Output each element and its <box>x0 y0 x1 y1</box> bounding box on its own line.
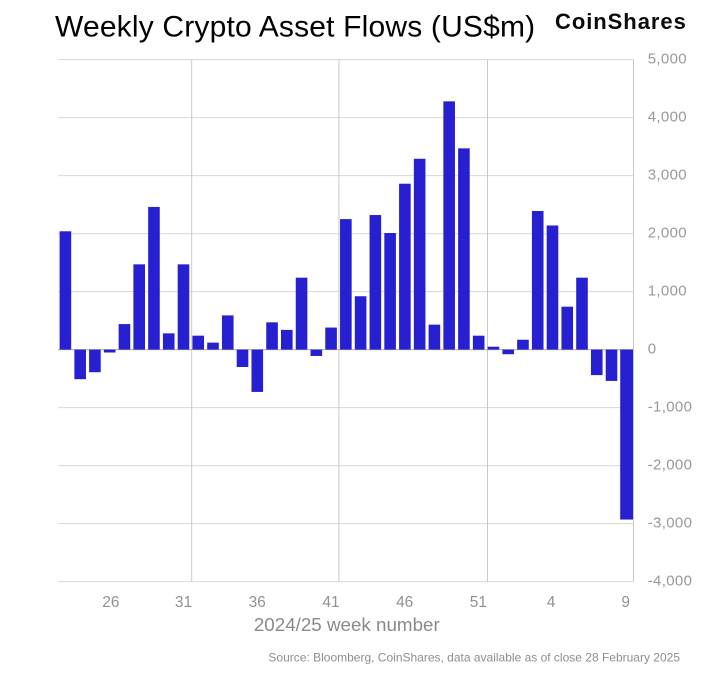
svg-text:51: 51 <box>470 594 487 611</box>
svg-text:2024/25 week number: 2024/25 week number <box>254 614 440 635</box>
svg-text:-1,000: -1,000 <box>648 398 693 415</box>
svg-text:9: 9 <box>621 594 630 611</box>
svg-text:1,000: 1,000 <box>648 282 687 299</box>
svg-text:3,000: 3,000 <box>648 166 687 183</box>
svg-text:-3,000: -3,000 <box>648 514 693 531</box>
svg-text:4,000: 4,000 <box>648 108 687 125</box>
svg-text:26: 26 <box>102 594 119 611</box>
svg-text:0: 0 <box>648 340 657 357</box>
svg-text:5,000: 5,000 <box>648 50 687 67</box>
svg-text:41: 41 <box>322 594 339 611</box>
svg-text:Weekly Crypto Asset Flows (US$: Weekly Crypto Asset Flows (US$m) <box>55 11 535 44</box>
svg-text:31: 31 <box>175 594 192 611</box>
svg-text:4: 4 <box>547 594 556 611</box>
svg-text:36: 36 <box>249 594 266 611</box>
svg-text:-4,000: -4,000 <box>648 572 693 589</box>
svg-text:2,000: 2,000 <box>648 224 687 241</box>
svg-text:-2,000: -2,000 <box>648 456 693 473</box>
svg-text:46: 46 <box>396 594 413 611</box>
svg-text:CoinShares: CoinShares <box>555 9 687 34</box>
svg-text:Source: Bloomberg, CoinShares,: Source: Bloomberg, CoinShares, data avai… <box>268 651 680 665</box>
